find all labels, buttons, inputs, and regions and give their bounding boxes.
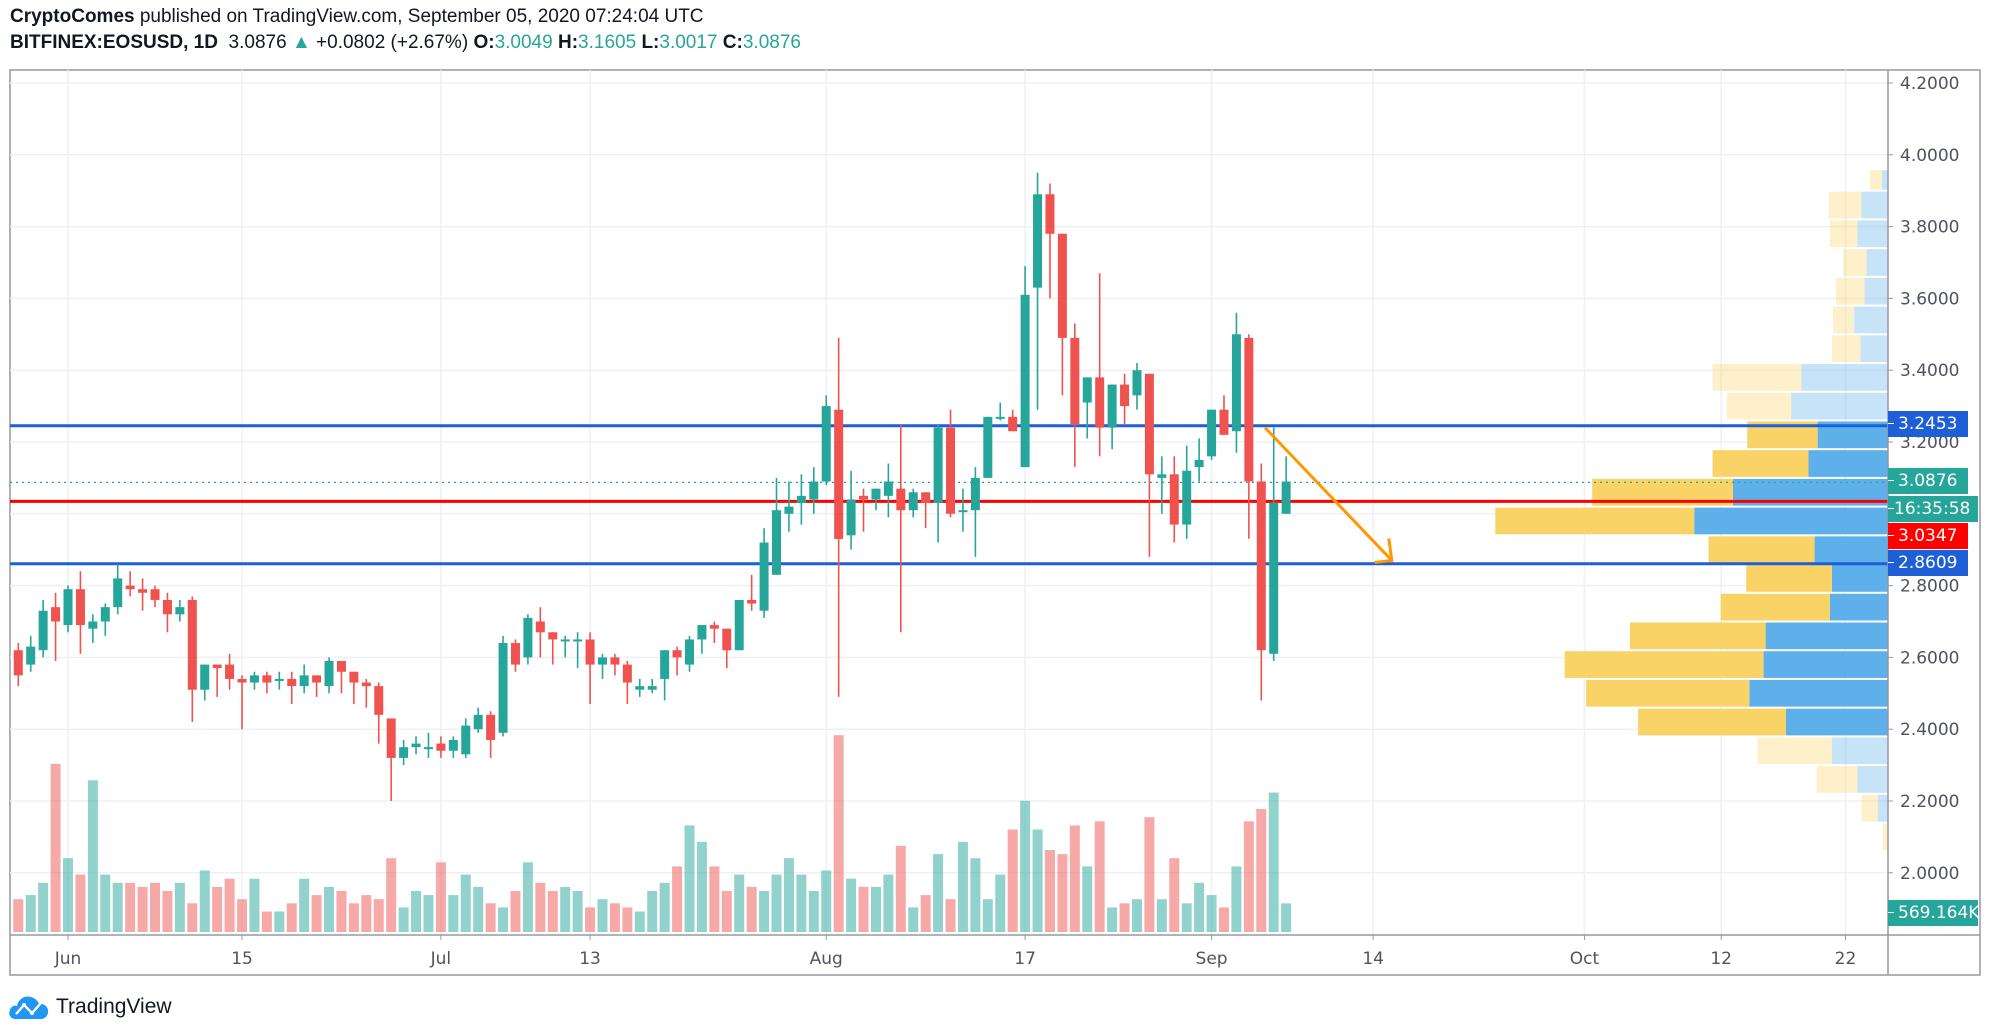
y-tick-label: 3.4000 xyxy=(1900,361,1959,381)
countdown-tag: 16:35:58 xyxy=(1888,496,1978,522)
low-label: L: xyxy=(641,32,660,53)
tradingview-logo[interactable]: TradingView xyxy=(8,994,172,1020)
x-tick-label: Jul xyxy=(430,949,452,969)
author: CryptoComes xyxy=(10,6,135,27)
x-tick-label: 14 xyxy=(1362,949,1384,969)
symbol[interactable]: BITFINEX:EOSUSD, 1D xyxy=(10,32,218,53)
open-value: 3.0049 xyxy=(494,32,553,53)
high-value: 3.1605 xyxy=(578,32,637,53)
support-price-tag: 2.8609 xyxy=(1888,550,1968,576)
y-tick-label: 3.8000 xyxy=(1900,218,1959,238)
y-tick-label: 3.6000 xyxy=(1900,289,1959,309)
publish-text: published on TradingView.com, September … xyxy=(139,6,704,27)
last-price: 3.0876 xyxy=(228,32,287,53)
low-value: 3.0017 xyxy=(659,32,718,53)
symbol-legend: BITFINEX:EOSUSD, 1D 3.0876 ▲ +0.0802 (+2… xyxy=(10,32,801,54)
cloud-logo-icon xyxy=(9,996,49,1019)
close-value: 3.0876 xyxy=(742,32,801,53)
level-price-tag: 3.0347 xyxy=(1888,523,1968,549)
publish-info: CryptoComes published on TradingView.com… xyxy=(10,6,704,28)
y-tick-label: 2.8000 xyxy=(1900,577,1959,597)
open-label: O: xyxy=(473,32,495,53)
y-tick-label: 4.2000 xyxy=(1900,74,1959,94)
resistance-price-tag: 3.2453 xyxy=(1888,411,1968,437)
x-tick-label: 17 xyxy=(1014,949,1036,969)
y-tick-label: 3.2000 xyxy=(1900,433,1959,453)
y-tick-label: 2.6000 xyxy=(1900,648,1959,668)
y-tick-label: 2.2000 xyxy=(1900,792,1959,812)
x-tick-label: Sep xyxy=(1196,949,1228,969)
x-tick-label: Aug xyxy=(810,949,843,969)
last-price-tag: 3.0876 xyxy=(1888,468,1968,494)
y-tick-label: 4.0000 xyxy=(1900,146,1959,166)
x-tick-label: 13 xyxy=(579,949,601,969)
close-label: C: xyxy=(722,32,743,53)
x-tick-label: 12 xyxy=(1710,949,1732,969)
up-arrow-icon: ▲ xyxy=(291,32,311,53)
change: +0.0802 (+2.67%) xyxy=(316,32,469,53)
y-tick-label: 2.0000 xyxy=(1900,864,1959,884)
x-tick-label: Jun xyxy=(54,949,82,969)
x-tick-label: Oct xyxy=(1570,949,1600,969)
y-tick-label: 2.4000 xyxy=(1900,720,1959,740)
x-tick-label: 15 xyxy=(231,949,253,969)
volume-tag: 569.164K xyxy=(1888,900,1979,926)
high-label: H: xyxy=(557,32,579,53)
logo-text: TradingView xyxy=(56,995,172,1018)
x-tick-label: 22 xyxy=(1835,949,1857,969)
